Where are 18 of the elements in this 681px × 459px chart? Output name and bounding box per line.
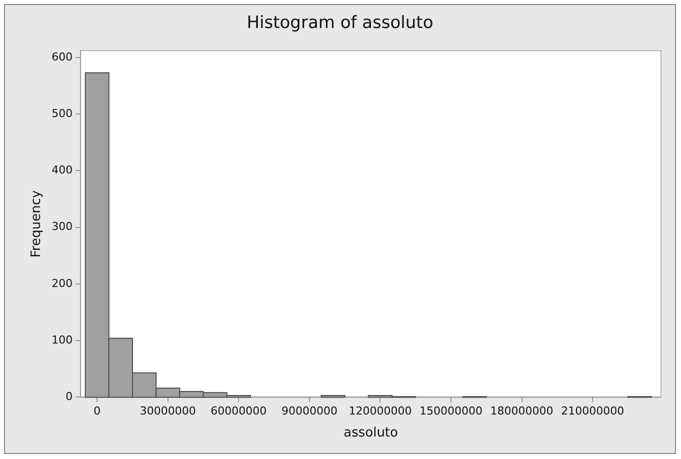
y-tick-label: 100: [52, 333, 73, 346]
y-tick-label: 600: [52, 50, 73, 64]
y-tick-label: 400: [52, 164, 73, 177]
x-tick-label: 150000000: [420, 404, 483, 418]
x-tick-label: 90000000: [281, 404, 338, 418]
y-tick-label: 300: [52, 220, 73, 234]
y-tick-label: 0: [66, 390, 73, 404]
x-tick-label: 210000000: [561, 404, 624, 418]
x-tick-label: 120000000: [348, 404, 412, 418]
x-tick-label: 180000000: [490, 404, 554, 418]
x-tick-label: 30000000: [140, 404, 196, 418]
chart-title: Histogram of assoluto: [246, 13, 434, 33]
x-axis-title: assoluto: [344, 426, 398, 441]
x-tick-label: 0: [94, 404, 101, 418]
y-tick-label: 500: [52, 106, 73, 120]
x-tick-label: 60000000: [210, 404, 267, 418]
y-tick-label: 200: [52, 276, 73, 290]
y-axis-title: Frequency: [29, 190, 44, 258]
